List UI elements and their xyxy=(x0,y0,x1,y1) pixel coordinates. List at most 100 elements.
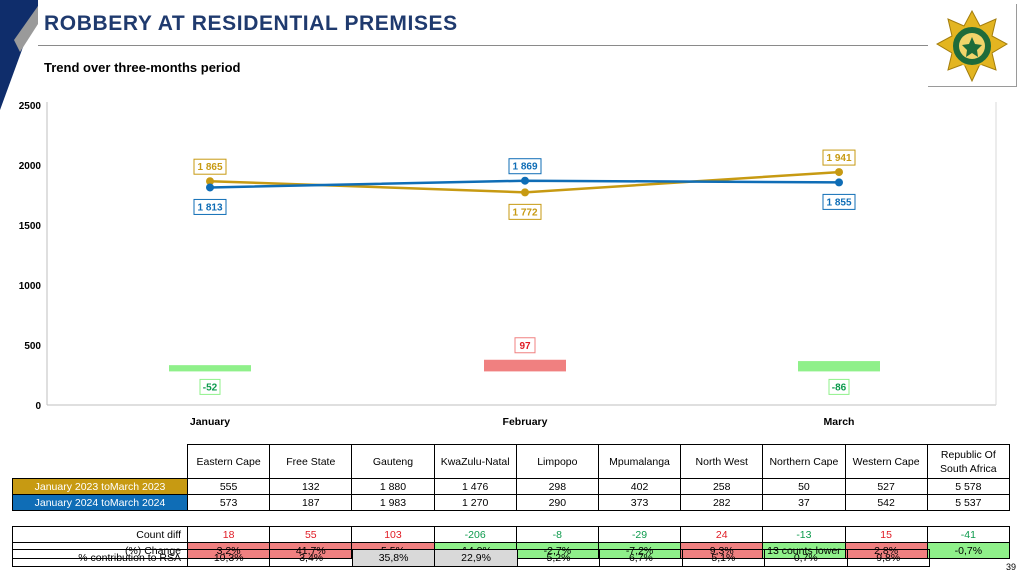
difference-label-box xyxy=(199,378,221,395)
table-cell: 3,4% xyxy=(269,549,353,567)
table-cell: 1 880 xyxy=(351,478,435,495)
page-title: ROBBERY AT RESIDENTIAL PREMISES xyxy=(44,12,458,35)
table-row: January 2024 toMarch 2024 573 187 1 983 … xyxy=(12,494,1011,511)
table-cell: 555 xyxy=(186,478,271,495)
data-label-box xyxy=(822,193,856,210)
row-label: Count diff xyxy=(12,526,188,543)
difference-bar xyxy=(484,359,566,372)
table-cell: 527 xyxy=(844,478,928,495)
table-cell: -41 xyxy=(926,526,1011,543)
y-tick-label: 2500 xyxy=(19,101,42,112)
data-label-box xyxy=(508,158,542,175)
y-tick-label: 0 xyxy=(35,401,41,412)
table-cell: 542 xyxy=(844,494,928,511)
difference-label: -52 xyxy=(203,382,218,393)
difference-label-box xyxy=(828,378,850,395)
series-point xyxy=(206,177,214,186)
data-label: 1 865 xyxy=(197,162,222,173)
series-point xyxy=(521,188,529,197)
table-cell: 5 537 xyxy=(926,494,1011,511)
page-number: 39 xyxy=(1005,562,1016,572)
table-cell: -8 xyxy=(515,526,599,543)
x-tick-label: February xyxy=(503,416,548,428)
table-cell: 0,7% xyxy=(764,549,848,567)
x-axis-ticks: January February March xyxy=(190,416,855,428)
series-point xyxy=(835,178,843,187)
difference-bar xyxy=(798,361,880,372)
table-cell: 573 xyxy=(186,494,271,511)
table-cell: 5,1% xyxy=(681,549,766,567)
table-row: January 2023 toMarch 2023 555 132 1 880 … xyxy=(12,478,1011,495)
table-cell: 290 xyxy=(515,494,599,511)
series-point xyxy=(835,168,843,177)
y-tick-label: 2000 xyxy=(19,161,42,172)
difference-label: 97 xyxy=(519,341,531,352)
table-row: % contribution to RSA 10,3% 3,4% 35,8% 2… xyxy=(12,549,930,567)
table-cell: -29 xyxy=(597,526,682,543)
difference-label-box xyxy=(514,337,536,354)
table-cell: 1 270 xyxy=(433,494,517,511)
table-cell: 24 xyxy=(680,526,764,543)
table-cell: 282 xyxy=(680,494,764,511)
table-cell: 9,8% xyxy=(846,549,930,567)
series-lines xyxy=(206,168,843,197)
table-cell: 22,9% xyxy=(434,549,518,567)
table-cell: 103 xyxy=(351,526,435,543)
row-label: % contribution to RSA xyxy=(12,549,188,567)
data-labels: 1 865 1 772 1 941 1 813 1 869 1 855 xyxy=(193,149,856,220)
data-label: 1 813 xyxy=(197,202,222,213)
comparison-table: Eastern Cape Free State Gauteng KwaZulu-… xyxy=(12,444,1011,559)
y-axis-ticks: 0 500 1000 1500 2000 2500 xyxy=(19,101,42,412)
data-label: 1 772 xyxy=(512,207,537,218)
table-cell: 5 578 xyxy=(926,478,1011,495)
col-header: Republic Of South Africa xyxy=(926,444,1011,479)
table-cell: 55 xyxy=(269,526,353,543)
table-cell: 373 xyxy=(597,494,682,511)
row-label: January 2023 toMarch 2023 xyxy=(12,478,188,495)
table-cell: 187 xyxy=(269,494,353,511)
contribution-table: % contribution to RSA 10,3% 3,4% 35,8% 2… xyxy=(12,549,930,567)
col-header: Gauteng xyxy=(351,444,435,479)
col-header: Free State xyxy=(269,444,353,479)
row-label: January 2024 toMarch 2024 xyxy=(12,494,188,511)
col-header: Limpopo xyxy=(515,444,599,479)
table-cell: 402 xyxy=(597,478,682,495)
table-cell: 15 xyxy=(844,526,928,543)
data-label: 1 941 xyxy=(826,153,851,164)
y-tick-label: 1500 xyxy=(19,221,42,232)
table-corner-cell xyxy=(13,445,188,479)
series-point xyxy=(206,183,214,192)
x-tick-label: March xyxy=(824,416,855,428)
corner-decoration xyxy=(0,0,38,110)
table-cell: -206 xyxy=(433,526,517,543)
table-cell: 50 xyxy=(762,478,846,495)
y-tick-label: 1000 xyxy=(19,281,42,292)
chart: 0 500 1000 1500 2000 2500 January February Marc… xyxy=(19,101,997,428)
row-separator xyxy=(13,511,1010,527)
table-cell: -13 xyxy=(762,526,846,543)
table-cell: 18 xyxy=(186,526,271,543)
data-label-box xyxy=(193,198,227,215)
series-point xyxy=(521,176,529,185)
data-label: 1 855 xyxy=(826,197,851,208)
table-cell: 258 xyxy=(680,478,764,495)
title-divider xyxy=(38,45,928,46)
page-subtitle: Trend over three-months period xyxy=(44,60,241,75)
table-cell: 35,8% xyxy=(351,549,436,567)
data-label-box xyxy=(508,203,542,220)
logo-frame xyxy=(928,4,1017,87)
table-cell: 10,3% xyxy=(186,549,271,567)
table-row: Count diff 18 55 103 -206 -8 -29 24 -13 … xyxy=(12,526,1011,543)
difference-label: -86 xyxy=(832,382,847,393)
difference-bar xyxy=(169,365,251,372)
col-header: North West xyxy=(680,444,764,479)
col-header: Northern Cape xyxy=(762,444,846,479)
x-tick-label: January xyxy=(190,416,230,428)
y-tick-label: 500 xyxy=(24,341,41,352)
table-cell: 1 983 xyxy=(351,494,435,511)
table-cell: -0,7% xyxy=(926,542,1011,559)
col-header: Western Cape xyxy=(844,444,928,479)
saps-star-badge-icon xyxy=(936,10,1008,82)
col-header: Eastern Cape xyxy=(186,444,271,479)
table-header-row: Eastern Cape Free State Gauteng KwaZulu-… xyxy=(13,444,1011,479)
